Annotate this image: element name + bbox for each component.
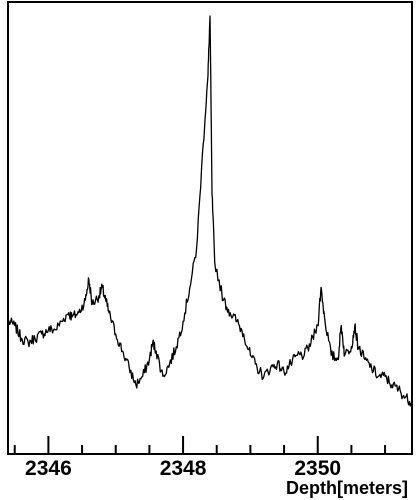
- plot-area: [9, 15, 411, 407]
- plot-frame: [7, 1, 413, 455]
- x-axis-ticks: 2346 2348 2350: [13, 436, 387, 480]
- x-tick-label: 2346: [25, 457, 72, 480]
- series-line-0: [9, 15, 411, 407]
- x-tick-label: 2348: [160, 457, 207, 480]
- x-tick-label: 2350: [294, 457, 341, 480]
- x-axis-title: Depth[meters]: [286, 478, 408, 498]
